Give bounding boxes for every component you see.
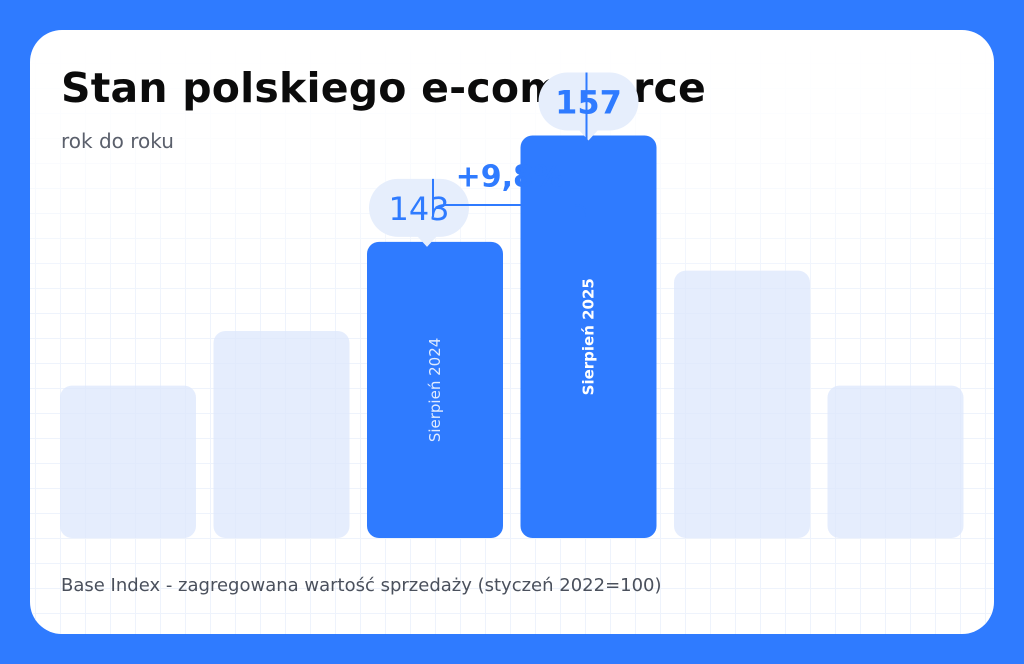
change-bracket	[432, 72, 588, 218]
category-label: Sierpień 2024	[426, 338, 444, 442]
bar-faded	[60, 385, 196, 538]
bar-faded	[213, 331, 350, 538]
value-bubble	[369, 178, 469, 237]
bar-highlighted	[367, 241, 503, 538]
bar-faded	[674, 270, 810, 538]
value-bubble-pointer	[417, 235, 437, 247]
value-bubble	[538, 72, 639, 131]
category-label: Sierpień 2025	[580, 278, 598, 395]
chart-footnote: Base Index - zagregowana wartość sprzeda…	[61, 575, 662, 596]
bar-chart: Sierpień 2024 Sierpień 2025 143 157 +9,8%	[60, 72, 964, 538]
data-label: 143	[388, 190, 449, 228]
data-label: 157	[555, 84, 622, 122]
bar-faded	[827, 385, 964, 538]
value-bubble-pointer	[578, 129, 599, 141]
change-label: +9,8%	[456, 160, 564, 195]
bar-highlighted	[520, 135, 657, 538]
chart-subtitle: rok do roku	[61, 129, 174, 153]
chart-card: Stan polskiego e-commerce rok do roku Si…	[30, 30, 994, 634]
